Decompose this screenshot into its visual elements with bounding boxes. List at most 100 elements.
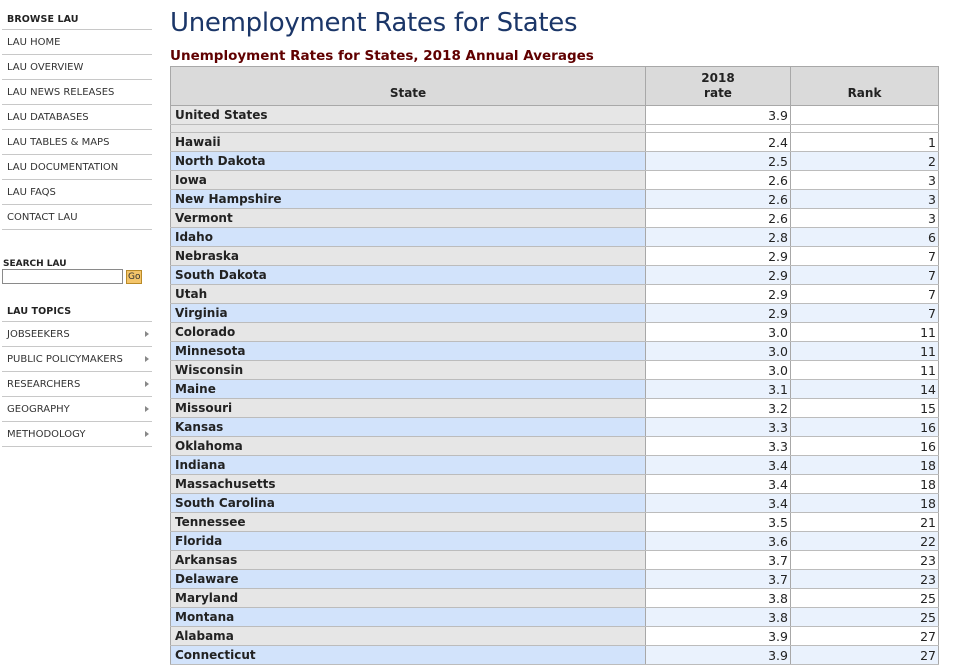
table-row: Oklahoma 3.3 16 xyxy=(170,436,939,456)
rate-cell: 3.8 xyxy=(645,607,791,627)
lau-topics-heading: LAU TOPICS xyxy=(2,284,152,322)
unemployment-table: State 2018 rate Rank United States 3.9 H… xyxy=(170,66,939,665)
rate-cell: 2.8 xyxy=(645,227,791,247)
state-cell: Maryland xyxy=(170,588,646,608)
state-cell: Florida xyxy=(170,531,646,551)
rank-cell: 2 xyxy=(790,151,939,171)
state-cell: Minnesota xyxy=(170,341,646,361)
table-row: Missouri 3.2 15 xyxy=(170,398,939,418)
rank-cell: 18 xyxy=(790,455,939,475)
search-input[interactable] xyxy=(2,269,123,284)
search-row: Go xyxy=(2,269,152,284)
rate-cell: 3.2 xyxy=(645,398,791,418)
rate-cell: 3.5 xyxy=(645,512,791,532)
state-cell: Montana xyxy=(170,607,646,627)
rate-cell: 3.9 xyxy=(645,626,791,646)
go-button[interactable]: Go xyxy=(126,269,143,284)
table-header-row: State 2018 rate Rank xyxy=(170,66,939,106)
rank-cell: 18 xyxy=(790,474,939,494)
rank-cell: 14 xyxy=(790,379,939,399)
state-cell: Oklahoma xyxy=(170,436,646,456)
table-row: Virginia 2.9 7 xyxy=(170,303,939,323)
sidebar-topic-label: PUBLIC POLICYMAKERS xyxy=(7,354,123,365)
rate-cell: 2.6 xyxy=(645,170,791,190)
sidebar-topic-methodology[interactable]: METHODOLOGY xyxy=(2,422,152,447)
column-header-rate: 2018 rate xyxy=(645,66,791,106)
rank-cell: 7 xyxy=(790,265,939,285)
sidebar-link-contact-lau[interactable]: CONTACT LAU xyxy=(2,205,152,230)
sidebar-topic-geography[interactable]: GEOGRAPHY xyxy=(2,397,152,422)
table-row: South Dakota 2.9 7 xyxy=(170,265,939,285)
rank-cell: 25 xyxy=(790,607,939,627)
table-row: Massachusetts 3.4 18 xyxy=(170,474,939,494)
table-caption: Unemployment Rates for States, 2018 Annu… xyxy=(170,48,594,64)
rate-cell: 3.3 xyxy=(645,436,791,456)
state-cell: Tennessee xyxy=(170,512,646,532)
sidebar-topic-label: JOBSEEKERS xyxy=(7,329,70,340)
sidebar-link-lau-documentation[interactable]: LAU DOCUMENTATION xyxy=(2,155,152,180)
chevron-right-icon xyxy=(145,356,149,362)
rank-cell: 25 xyxy=(790,588,939,608)
rank-cell: 11 xyxy=(790,322,939,342)
state-cell: Vermont xyxy=(170,208,646,228)
rate-cell: 3.7 xyxy=(645,569,791,589)
rank-cell: 21 xyxy=(790,512,939,532)
rate-cell: 2.9 xyxy=(645,246,791,266)
state-cell: New Hampshire xyxy=(170,189,646,209)
table-row: Connecticut 3.9 27 xyxy=(170,645,939,665)
rank-cell: 7 xyxy=(790,284,939,304)
spacer-cell xyxy=(790,124,939,133)
sidebar-topic-public-policymakers[interactable]: PUBLIC POLICYMAKERS xyxy=(2,347,152,372)
lau-topics-list: JOBSEEKERS PUBLIC POLICYMAKERS RESEARCHERS… xyxy=(2,322,152,447)
rank-cell: 15 xyxy=(790,398,939,418)
state-cell: Wisconsin xyxy=(170,360,646,380)
search-block: SEARCH LAU Go xyxy=(2,259,152,284)
rate-cell: 3.4 xyxy=(645,474,791,494)
chevron-right-icon xyxy=(145,406,149,412)
table-row: Utah 2.9 7 xyxy=(170,284,939,304)
us-total-row: United States 3.9 xyxy=(170,105,939,125)
table-row: Maine 3.1 14 xyxy=(170,379,939,399)
sidebar-link-lau-home[interactable]: LAU HOME xyxy=(2,30,152,55)
rate-cell: 3.6 xyxy=(645,531,791,551)
rate-cell: 3.4 xyxy=(645,455,791,475)
table-row: Wisconsin 3.0 11 xyxy=(170,360,939,380)
state-cell: Kansas xyxy=(170,417,646,437)
rate-cell: 2.6 xyxy=(645,189,791,209)
sidebar-topic-researchers[interactable]: RESEARCHERS xyxy=(2,372,152,397)
sidebar-topic-label: GEOGRAPHY xyxy=(7,404,70,415)
rank-cell: 23 xyxy=(790,550,939,570)
table-row: Indiana 3.4 18 xyxy=(170,455,939,475)
table-row: Nebraska 2.9 7 xyxy=(170,246,939,266)
rank-cell: 18 xyxy=(790,493,939,513)
table-row: Arkansas 3.7 23 xyxy=(170,550,939,570)
table-row: Idaho 2.8 6 xyxy=(170,227,939,247)
table-row: Montana 3.8 25 xyxy=(170,607,939,627)
rank-cell: 6 xyxy=(790,227,939,247)
table-row: Colorado 3.0 11 xyxy=(170,322,939,342)
table-row: Vermont 2.6 3 xyxy=(170,208,939,228)
state-cell: Indiana xyxy=(170,455,646,475)
table-row: Delaware 3.7 23 xyxy=(170,569,939,589)
rank-cell: 16 xyxy=(790,436,939,456)
table-spacer-row xyxy=(170,124,939,133)
us-state-cell: United States xyxy=(170,105,646,125)
sidebar-link-lau-news-releases[interactable]: LAU NEWS RELEASES xyxy=(2,80,152,105)
state-cell: Missouri xyxy=(170,398,646,418)
sidebar-topic-jobseekers[interactable]: JOBSEEKERS xyxy=(2,322,152,347)
sidebar-link-lau-faqs[interactable]: LAU FAQS xyxy=(2,180,152,205)
sidebar-link-lau-tables-and-maps[interactable]: LAU TABLES & MAPS xyxy=(2,130,152,155)
state-cell: Connecticut xyxy=(170,645,646,665)
sidebar-link-lau-overview[interactable]: LAU OVERVIEW xyxy=(2,55,152,80)
table-row: Hawaii 2.4 1 xyxy=(170,132,939,152)
sidebar-link-lau-databases[interactable]: LAU DATABASES xyxy=(2,105,152,130)
page-title: Unemployment Rates for States xyxy=(170,8,578,38)
us-rank-cell xyxy=(790,105,939,125)
state-cell: North Dakota xyxy=(170,151,646,171)
rate-cell: 2.4 xyxy=(645,132,791,152)
rate-cell: 3.0 xyxy=(645,360,791,380)
state-cell: Virginia xyxy=(170,303,646,323)
rate-cell: 3.1 xyxy=(645,379,791,399)
column-header-rate-year: 2018 xyxy=(701,71,735,85)
rank-cell: 23 xyxy=(790,569,939,589)
